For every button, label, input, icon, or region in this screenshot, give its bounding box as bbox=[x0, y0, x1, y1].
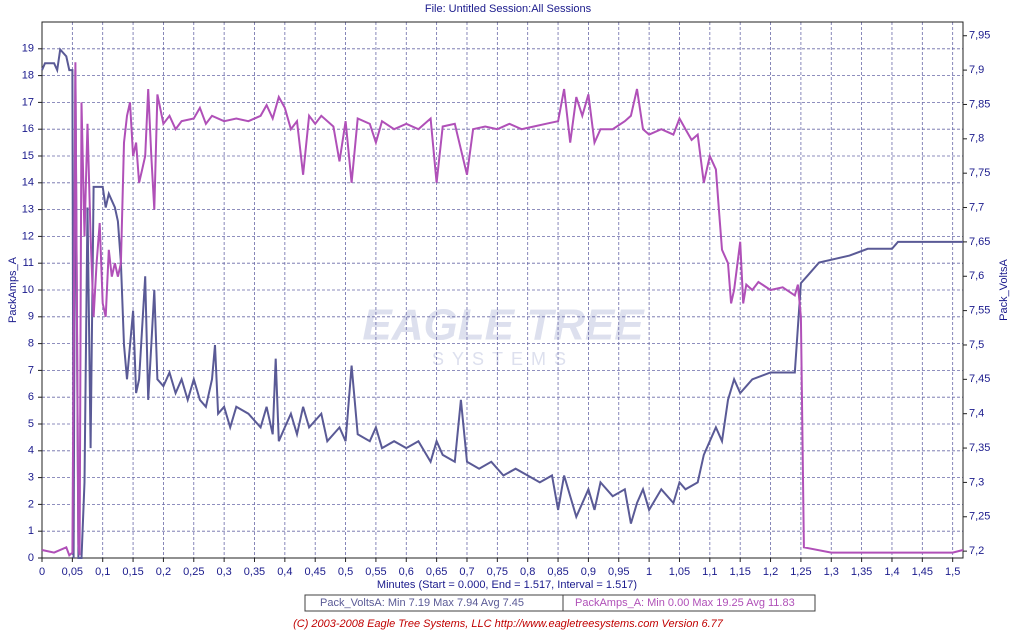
x-tick-label: 0,9 bbox=[581, 566, 596, 578]
series-line bbox=[41, 62, 964, 558]
header: File: Untitled Session:All Sessions bbox=[425, 3, 592, 15]
x-tick-label: 0,4 bbox=[277, 566, 292, 578]
y-tick-label: 11 bbox=[23, 257, 34, 269]
x-tick-label: 1,5 bbox=[945, 566, 960, 578]
x-tick-label: 0,65 bbox=[426, 566, 447, 578]
legend-entry: PackAmps_A: Min 0.00 Max 19.25 Avg 11.83 bbox=[575, 597, 795, 609]
y2-tick-label: 7,9 bbox=[969, 64, 984, 76]
x-tick-label: 0,05 bbox=[62, 566, 83, 578]
x-tick-label: 0,85 bbox=[547, 566, 568, 578]
x-tick-label: 1,45 bbox=[912, 566, 933, 578]
y2-tick-label: 7,45 bbox=[969, 373, 990, 385]
y2-tick-label: 7,6 bbox=[969, 270, 984, 282]
y2-tick-label: 7,35 bbox=[969, 442, 990, 454]
x-tick-label: 0,25 bbox=[183, 566, 204, 578]
legend-entry: Pack_VoltsA: Min 7.19 Max 7.94 Avg 7.45 bbox=[320, 597, 524, 609]
y-tick-label: 17 bbox=[22, 96, 34, 108]
y-tick-label: 19 bbox=[22, 43, 34, 55]
x-tick-label: 0 bbox=[39, 566, 45, 578]
x-tick-label: 1,15 bbox=[729, 566, 750, 578]
y-tick-label: 12 bbox=[22, 230, 34, 242]
x-tick-label: 1,2 bbox=[763, 566, 778, 578]
series-line bbox=[41, 47, 963, 559]
y-tick-label: 9 bbox=[28, 311, 34, 323]
y-tick-label: 3 bbox=[28, 472, 34, 484]
x-tick-label: 1,05 bbox=[669, 566, 690, 578]
x-tick-label: 0,3 bbox=[216, 566, 231, 578]
x-tick-label: 1,3 bbox=[824, 566, 839, 578]
y-tick-label: 16 bbox=[22, 123, 34, 135]
y-axis-label: PackAmps_A bbox=[7, 256, 19, 323]
x-tick-label: 0,8 bbox=[520, 566, 535, 578]
y-tick-label: 5 bbox=[28, 418, 34, 430]
x-tick-label: 0,7 bbox=[459, 566, 474, 578]
watermark: SYSTEMS bbox=[432, 349, 574, 369]
x-tick-label: 0,45 bbox=[304, 566, 325, 578]
watermark: EAGLE TREE bbox=[362, 301, 645, 350]
y2-tick-label: 7,55 bbox=[969, 305, 990, 317]
legend-box bbox=[304, 594, 816, 612]
x-tick-label: 0,55 bbox=[365, 566, 386, 578]
y-tick-label: 4 bbox=[28, 445, 34, 457]
y-tick-label: 1 bbox=[28, 525, 34, 537]
y2-tick-label: 7,85 bbox=[969, 98, 990, 110]
x-tick-label: 0,2 bbox=[156, 566, 171, 578]
y-tick-label: 13 bbox=[22, 204, 34, 216]
y2-tick-label: 7,8 bbox=[969, 133, 984, 145]
y-tick-label: 8 bbox=[28, 338, 34, 350]
x-tick-label: 0,15 bbox=[122, 566, 143, 578]
y-tick-label: 15 bbox=[22, 150, 34, 162]
y-tick-label: 6 bbox=[28, 391, 34, 403]
y2-tick-label: 7,2 bbox=[969, 545, 984, 557]
y2-tick-label: 7,95 bbox=[969, 30, 990, 42]
x-tick-label: 0,6 bbox=[399, 566, 414, 578]
y-tick-label: 10 bbox=[22, 284, 34, 296]
y2-tick-label: 7,3 bbox=[969, 476, 984, 488]
y-tick-label: 18 bbox=[22, 70, 34, 82]
x-tick-label: 1 bbox=[646, 566, 652, 578]
y-tick-label: 7 bbox=[28, 364, 34, 376]
x-tick-label: 0,1 bbox=[95, 566, 110, 578]
footer: (C) 2003-2008 Eagle Tree Systems, LLC ht… bbox=[293, 618, 724, 630]
y2-tick-label: 7,65 bbox=[969, 236, 990, 248]
y2-tick-label: 7,5 bbox=[969, 339, 984, 351]
x-tick-label: 1,25 bbox=[790, 566, 811, 578]
y-tick-label: 14 bbox=[22, 177, 34, 189]
y2-tick-label: 7,75 bbox=[969, 167, 990, 179]
x-axis-label: Minutes (Start = 0.000, End = 1.517, Int… bbox=[377, 579, 637, 591]
y-tick-label: 2 bbox=[28, 498, 34, 510]
x-tick-label: 1,35 bbox=[851, 566, 872, 578]
y-tick-label: 0 bbox=[28, 552, 34, 564]
x-tick-label: 0,95 bbox=[608, 566, 629, 578]
x-tick-label: 0,35 bbox=[244, 566, 265, 578]
x-tick-label: 0,75 bbox=[487, 566, 508, 578]
x-tick-label: 0,5 bbox=[338, 566, 353, 578]
y2-tick-label: 7,4 bbox=[969, 408, 984, 420]
x-tick-label: 1,1 bbox=[702, 566, 717, 578]
y2-axis-label: Pack_VoltsA bbox=[998, 258, 1010, 320]
x-tick-label: 1,4 bbox=[884, 566, 899, 578]
y2-tick-label: 7,25 bbox=[969, 511, 990, 523]
plot-frame bbox=[41, 21, 964, 559]
y2-tick-label: 7,7 bbox=[969, 201, 984, 213]
